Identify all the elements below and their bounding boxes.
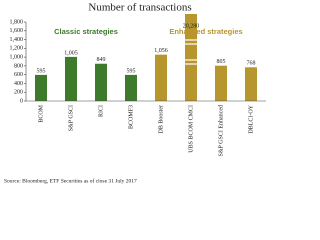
- bar: [125, 74, 137, 101]
- x-tick-label: BCOMF3: [128, 105, 134, 129]
- bar: [215, 65, 227, 101]
- x-tick-label: DBLCI-OY: [248, 104, 254, 133]
- bar: [245, 67, 257, 101]
- value-label: 20,280: [183, 23, 200, 29]
- bar: [35, 74, 47, 101]
- y-tick-label: 1,800: [10, 19, 24, 25]
- value-label: 595: [127, 68, 136, 74]
- bar: [185, 14, 197, 101]
- bar: [95, 63, 107, 101]
- x-tick-label: BCOM: [38, 104, 44, 122]
- group-label: Classic strategies: [54, 27, 118, 36]
- value-label: 849: [97, 57, 106, 63]
- x-tick-label: S&P GSCI Enhanced: [218, 105, 224, 156]
- group-label: Enhanced strategies: [169, 27, 242, 36]
- y-tick-label: 1,000: [10, 54, 24, 60]
- plot-area: [35, 14, 257, 101]
- y-tick-label: 1,600: [10, 28, 24, 34]
- value-label: 1,056: [154, 48, 168, 54]
- value-label: 1,005: [64, 50, 78, 56]
- value-label: 805: [217, 59, 226, 65]
- y-tick-label: 1,200: [10, 46, 24, 52]
- y-tick-label: 1,400: [10, 37, 24, 43]
- y-tick-label: 0: [20, 98, 23, 104]
- y-tick-label: 200: [14, 90, 23, 96]
- y-tick-label: 400: [14, 81, 23, 87]
- value-label: 595: [37, 68, 46, 74]
- bar: [65, 56, 77, 101]
- x-tick-label: S&P GSCI: [68, 105, 74, 131]
- source-note: Source: Bloomberg, ETF Securities as of …: [4, 177, 137, 184]
- x-tick-label: UBS BCOM CMCI: [188, 105, 194, 153]
- x-tick-label: DB Booster: [158, 105, 164, 134]
- value-label: 768: [247, 61, 256, 67]
- bar: [155, 54, 167, 101]
- chart-title: Number of transactions: [88, 2, 191, 14]
- x-tick-label: RICI: [98, 105, 104, 117]
- y-tick-label: 800: [14, 63, 23, 69]
- y-tick-label: 600: [14, 72, 23, 78]
- chart: Number of transactions Source: Bloomberg…: [4, 2, 266, 184]
